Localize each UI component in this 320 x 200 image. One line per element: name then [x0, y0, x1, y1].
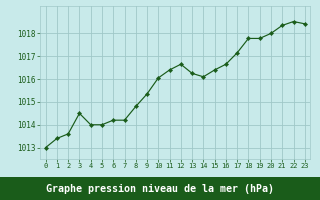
Text: Graphe pression niveau de la mer (hPa): Graphe pression niveau de la mer (hPa)	[46, 183, 274, 194]
